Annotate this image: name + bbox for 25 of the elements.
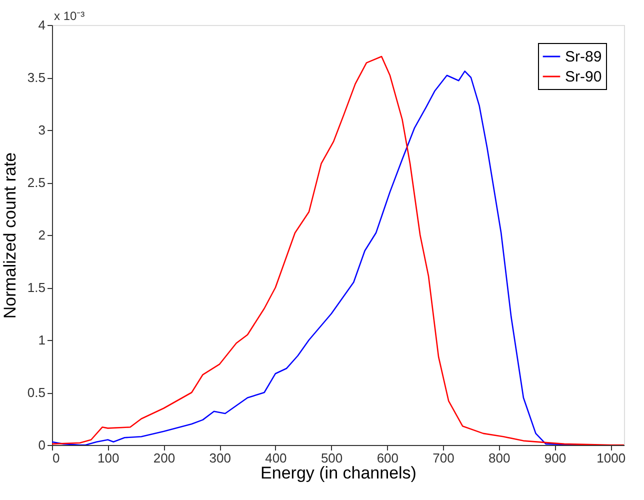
x-tick-label: 900 [544,450,566,466]
y-tick-label: 1.5 [27,280,46,295]
legend-label: Sr-89 [565,48,602,66]
x-tick-label: 100 [98,450,120,466]
y-tick-label: 0 [38,438,46,452]
y-tick-label: 3.5 [27,70,46,85]
x-tick-label: 1000 [596,450,626,466]
y-tick-label: 0.5 [27,385,46,400]
x-axis-title: Energy (in channels) [260,464,416,482]
text: x 10⁻³ [54,9,85,23]
x-tick-label: 200 [153,450,176,466]
x-tick-label: 400 [265,450,287,466]
x-tick-label: 800 [488,450,510,466]
x-tick-label: 500 [320,450,343,466]
x-tick-label: 300 [209,450,231,466]
x-tick-label: 700 [432,450,454,466]
y-tick-label: 2 [38,228,46,242]
y-tick-label: 1 [38,332,46,348]
y-axis-title: Normalized count rate [0,152,20,319]
legend-label: Sr-90 [565,68,602,86]
y-tick-label: 2.5 [27,175,46,190]
x-tick-label: 0 [52,450,60,466]
y-tick-label: 4 [38,18,46,32]
y-tick-label: 3 [38,122,46,138]
x-tick-label: 600 [376,450,399,466]
